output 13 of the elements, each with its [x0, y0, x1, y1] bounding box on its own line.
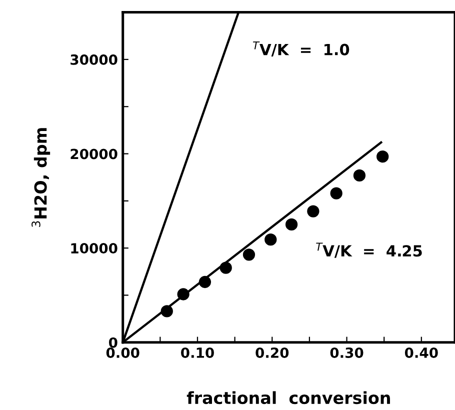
y-tick-label: 0 [108, 337, 118, 348]
x-tick-label: 0.40 [404, 347, 438, 358]
x-tick-label: 0.20 [256, 347, 289, 358]
x-tick-label: 0.30 [330, 347, 364, 358]
annotation: $^{T}$V/K = 1.0 [252, 41, 350, 57]
y-tick-label: 30000 [70, 54, 118, 65]
x-axis-title: fractional conversion [186, 391, 390, 404]
x-tick-label: 0.10 [181, 347, 214, 358]
y-axis-title: $^{3}$H2O, dpm [32, 128, 50, 227]
x-tick-label: 0.00 [106, 347, 140, 358]
y-tick-label: 20000 [70, 148, 118, 160]
y-tick-label: 10000 [71, 243, 118, 254]
annotation: $^{T}$V/K = 4.25 [316, 242, 422, 258]
